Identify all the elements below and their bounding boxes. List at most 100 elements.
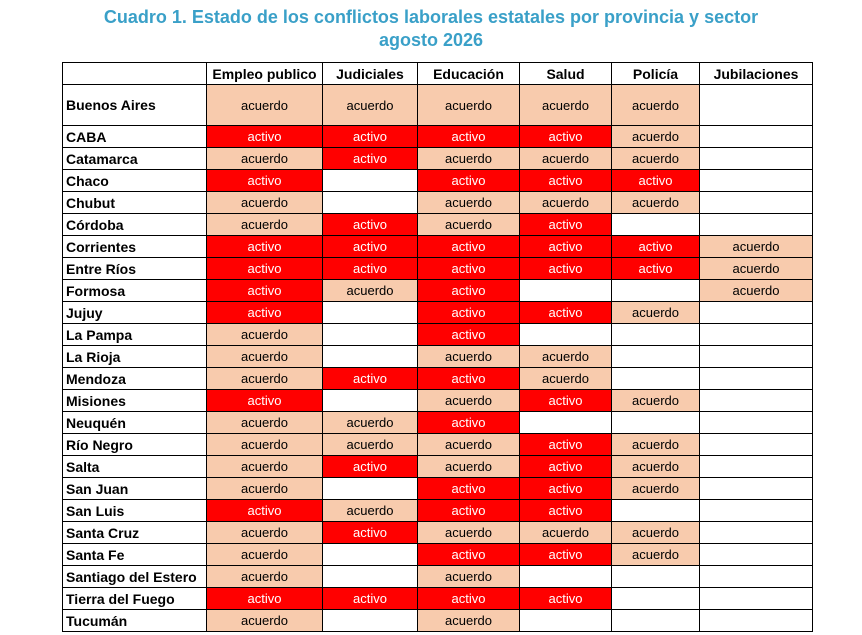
status-cell: acuerdo (699, 279, 813, 302)
status-cell: acuerdo (206, 543, 323, 566)
status-cell (322, 609, 418, 632)
status-cell (699, 499, 813, 522)
status-cell: activo (417, 499, 520, 522)
status-cell (519, 323, 612, 346)
status-cell: activo (206, 235, 323, 258)
header-cell: Judiciales (322, 62, 418, 85)
table-row: Córdoba acuerdo activo acuerdo activo (62, 213, 813, 236)
table-row: Chubut acuerdo acuerdo acuerdo acuerdo (62, 191, 813, 214)
status-cell: activo (322, 521, 418, 544)
table-row: Corrientes activo activo activo activo activo… (62, 235, 813, 258)
status-cell: activo (417, 169, 520, 192)
status-cell (699, 455, 813, 478)
status-cell: activo (519, 169, 612, 192)
table-row: Catamarca acuerdo activo acuerdo acuerdo acue… (62, 147, 813, 170)
status-cell (699, 323, 813, 346)
status-cell (322, 543, 418, 566)
province-name: Misiones (62, 389, 207, 412)
status-cell (699, 587, 813, 610)
status-cell: activo (519, 235, 612, 258)
status-cell: acuerdo (206, 521, 323, 544)
status-cell: activo (322, 587, 418, 610)
status-cell: activo (611, 169, 700, 192)
status-cell: acuerdo (519, 147, 612, 170)
table-row: Chaco activo activo activo activo (62, 169, 813, 192)
status-cell (699, 389, 813, 412)
status-cell: acuerdo (519, 191, 612, 214)
status-cell: acuerdo (322, 84, 418, 126)
header-cell: Jubilaciones (699, 62, 813, 85)
status-cell (699, 345, 813, 368)
status-cell (322, 345, 418, 368)
status-cell: acuerdo (206, 609, 323, 632)
status-cell: activo (519, 433, 612, 456)
table-row: Río Negro acuerdo acuerdo acuerdo activo acue… (62, 433, 813, 456)
status-cell: acuerdo (699, 235, 813, 258)
status-cell: activo (322, 367, 418, 390)
status-cell: acuerdo (519, 345, 612, 368)
table-row: Tierra del Fuego activo activo activo activo (62, 587, 813, 610)
table-body: Buenos Aires acuerdo acuerdo acuerdo acuerdo… (62, 84, 813, 632)
status-cell (519, 279, 612, 302)
status-cell (699, 433, 813, 456)
status-cell (699, 125, 813, 148)
status-cell (611, 587, 700, 610)
province-name: Santa Cruz (62, 521, 207, 544)
status-cell (322, 191, 418, 214)
province-name: San Juan (62, 477, 207, 500)
conflicts-table: Empleo publico Judiciales Educación Salu… (62, 62, 813, 632)
status-cell: acuerdo (611, 521, 700, 544)
status-cell (699, 411, 813, 434)
status-cell: acuerdo (417, 565, 520, 588)
status-cell: acuerdo (206, 433, 323, 456)
status-cell: activo (322, 235, 418, 258)
status-cell (699, 477, 813, 500)
header-cell: Educación (417, 62, 520, 85)
table-row: CABA activo activo activo activo acuerdo (62, 125, 813, 148)
status-cell: acuerdo (611, 433, 700, 456)
table-row: La Pampa acuerdo activo (62, 323, 813, 346)
status-cell: acuerdo (322, 411, 418, 434)
status-cell: acuerdo (417, 389, 520, 412)
province-name: Buenos Aires (62, 84, 207, 126)
status-cell: acuerdo (206, 455, 323, 478)
status-cell (519, 411, 612, 434)
status-cell: activo (611, 257, 700, 280)
status-cell: activo (322, 125, 418, 148)
status-cell (699, 521, 813, 544)
status-cell (322, 477, 418, 500)
status-cell: activo (417, 301, 520, 324)
status-cell: activo (519, 301, 612, 324)
status-cell: activo (417, 323, 520, 346)
status-cell: acuerdo (206, 477, 323, 500)
status-cell: activo (417, 125, 520, 148)
status-cell: acuerdo (322, 279, 418, 302)
status-cell: activo (611, 235, 700, 258)
province-name: San Luis (62, 499, 207, 522)
status-cell: acuerdo (206, 84, 323, 126)
status-cell: activo (519, 257, 612, 280)
status-cell: activo (519, 213, 612, 236)
status-cell (699, 543, 813, 566)
province-name: Entre Ríos (62, 257, 207, 280)
status-cell: acuerdo (611, 84, 700, 126)
status-cell: acuerdo (322, 499, 418, 522)
status-cell (611, 565, 700, 588)
table-row: San Luis activo acuerdo activo activo (62, 499, 813, 522)
status-cell: acuerdo (206, 323, 323, 346)
status-cell (699, 191, 813, 214)
table-row: Neuquén acuerdo acuerdo activo (62, 411, 813, 434)
status-cell: acuerdo (611, 543, 700, 566)
status-cell: activo (322, 455, 418, 478)
status-cell: acuerdo (417, 433, 520, 456)
status-cell: acuerdo (699, 257, 813, 280)
status-cell: acuerdo (611, 389, 700, 412)
status-cell (322, 169, 418, 192)
table-row: San Juan acuerdo activo activo acuerdo (62, 477, 813, 500)
status-cell (699, 169, 813, 192)
province-name: Santa Fe (62, 543, 207, 566)
status-cell: activo (519, 477, 612, 500)
status-cell: activo (519, 125, 612, 148)
province-name: Río Negro (62, 433, 207, 456)
status-cell (699, 147, 813, 170)
